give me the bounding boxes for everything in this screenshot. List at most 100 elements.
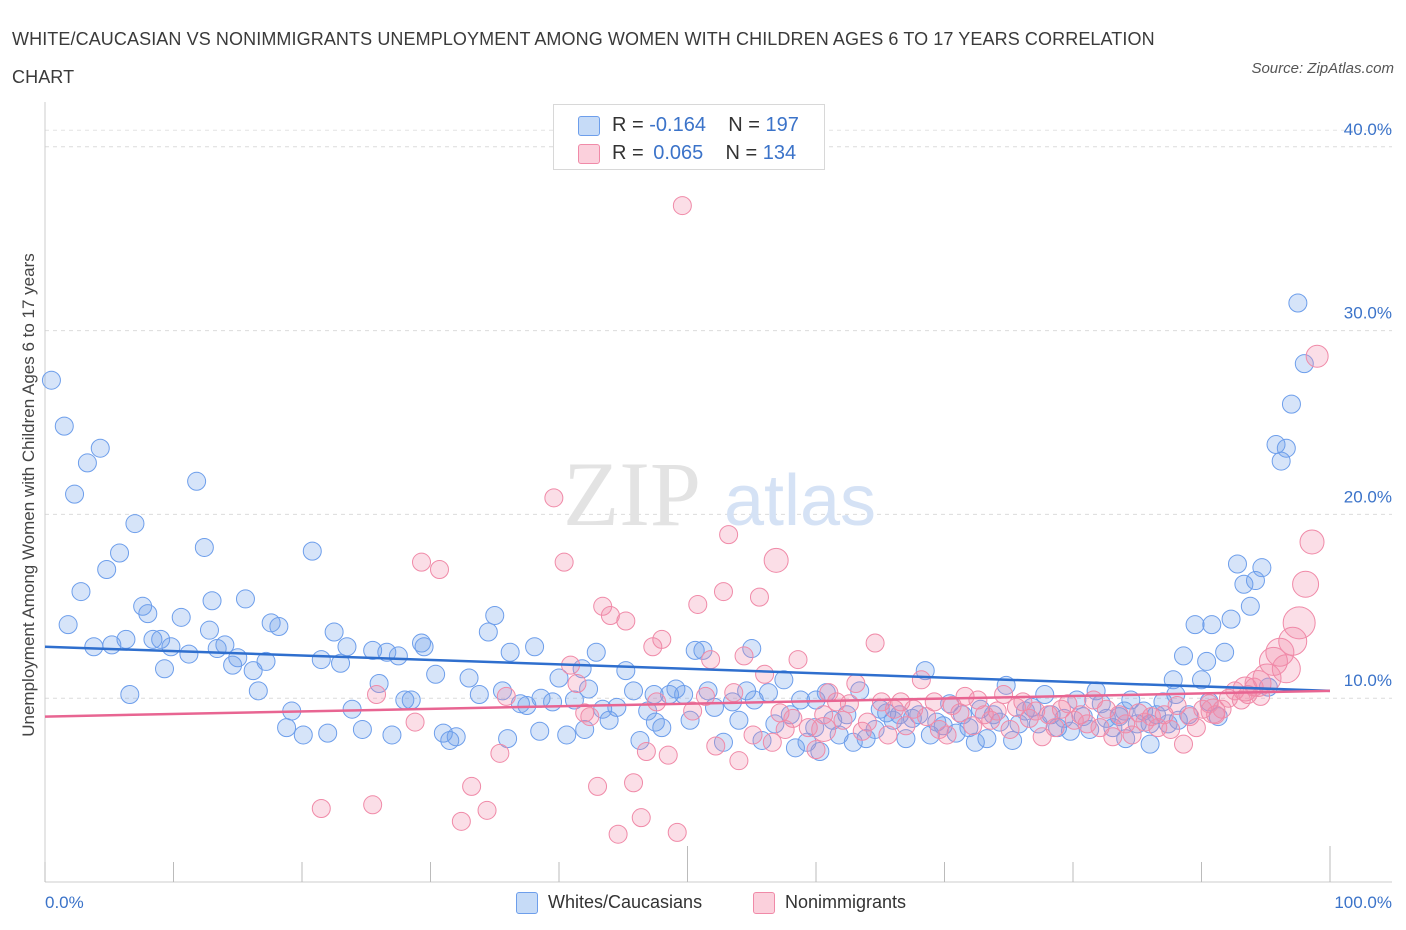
whites-point xyxy=(277,718,297,738)
nonimmigrants-point xyxy=(496,686,516,706)
nonimmigrants-point xyxy=(857,712,877,732)
nonimmigrants-point xyxy=(1064,710,1084,730)
whites-point xyxy=(564,690,584,710)
whites-point xyxy=(440,730,460,750)
bottom-legend-label-nonimmigrants: Nonimmigrants xyxy=(785,892,907,912)
legend-r-whites: -0.164 xyxy=(649,114,706,136)
whites-point xyxy=(120,685,140,705)
whites-point xyxy=(269,617,289,637)
nonimmigrants-point xyxy=(1122,725,1142,745)
nonimmigrants-point xyxy=(1244,669,1272,697)
whites-point xyxy=(1174,646,1194,666)
nonimmigrants-point xyxy=(1265,637,1295,667)
whites-point xyxy=(401,690,421,710)
nonimmigrants-point xyxy=(724,683,744,703)
whites-point xyxy=(530,721,550,741)
nonimmigrants-point xyxy=(814,705,834,725)
nonimmigrants-point xyxy=(1299,529,1325,555)
nonimmigrants-point xyxy=(955,686,975,706)
nonimmigrants-point xyxy=(1096,699,1116,719)
whites-point xyxy=(1271,451,1291,471)
nonimmigrants-point xyxy=(1006,697,1026,717)
nonimmigrants-point xyxy=(743,725,763,745)
whites-point xyxy=(77,453,97,473)
whites-point xyxy=(243,661,263,681)
legend-swatch-whites xyxy=(578,116,600,136)
whites-point xyxy=(1192,670,1211,690)
whites-point xyxy=(199,620,219,640)
whites-point xyxy=(426,664,446,684)
axes xyxy=(44,102,1392,883)
whites-point xyxy=(685,640,705,660)
nonimmigrants-point xyxy=(981,710,1001,730)
whites-point xyxy=(1197,651,1217,671)
whites-point xyxy=(414,637,434,657)
nonimmigrants-point xyxy=(1200,698,1226,724)
bottom-legend-whites: Whites/Caucasians xyxy=(516,888,736,916)
whites-point xyxy=(235,589,255,609)
nonimmigrants-trend-line xyxy=(44,689,1331,718)
y-tick-label: 40.0% xyxy=(1344,120,1392,139)
nonimmigrants-point xyxy=(775,719,795,739)
y-tick-label: 20.0% xyxy=(1344,487,1392,506)
whites-point xyxy=(459,668,479,688)
whites-point xyxy=(758,683,778,703)
nonimmigrants-point xyxy=(636,741,656,761)
nonimmigrants-point xyxy=(405,712,425,732)
nonimmigrants-point xyxy=(1212,699,1232,719)
legend-r-nonimmigrants: 0.065 xyxy=(653,142,704,164)
chart-title: WHITE/CAUCASIAN VS NONIMMIGRANTS UNEMPLO… xyxy=(12,29,1155,87)
whites-point xyxy=(1234,574,1254,594)
legend-n-label: N = xyxy=(725,142,758,164)
nonimmigrants-point xyxy=(667,822,687,842)
nonimmigrants-point xyxy=(729,751,749,771)
whites-point xyxy=(765,714,785,734)
whites-point xyxy=(202,591,222,611)
whites-point xyxy=(97,560,117,580)
nonimmigrants-point xyxy=(616,611,636,631)
whites-point xyxy=(155,659,175,679)
whites-point xyxy=(909,705,929,725)
nonimmigrants-point xyxy=(755,664,775,684)
whites-point xyxy=(324,622,344,642)
nonimmigrants-point xyxy=(631,808,651,828)
nonimmigrants-point xyxy=(942,696,962,716)
whites-point xyxy=(1227,554,1247,574)
whites-point xyxy=(579,679,599,699)
whites-point xyxy=(549,668,569,688)
nonimmigrants-point xyxy=(647,692,667,712)
whites-point xyxy=(412,633,432,653)
nonimmigrants-point xyxy=(1193,699,1213,719)
nonimmigrants-point xyxy=(1292,570,1320,598)
whites-point xyxy=(1252,558,1272,578)
nonimmigrants-point xyxy=(1161,719,1181,739)
nonimmigrants-point xyxy=(749,587,769,607)
whites-point xyxy=(161,637,181,657)
whites-point xyxy=(143,629,163,649)
nonimmigrants-point xyxy=(658,745,678,765)
whites-point xyxy=(1185,615,1205,635)
nonimmigrants-point xyxy=(1116,714,1136,734)
nonimmigrants-point xyxy=(688,594,708,614)
whites-point xyxy=(927,712,947,732)
whites-trend-line xyxy=(44,645,1331,693)
whites-point xyxy=(525,637,545,657)
nonimmigrants-point xyxy=(1032,727,1052,747)
whites-point xyxy=(90,438,110,458)
watermark: ZIP atlas xyxy=(563,443,876,545)
legend-n-label: N = xyxy=(728,114,760,136)
nonimmigrants-point xyxy=(575,703,595,723)
nonimmigrants-point xyxy=(987,701,1007,721)
whites-point xyxy=(498,729,518,749)
nonimmigrants-point xyxy=(1271,654,1301,684)
whites-point xyxy=(102,635,122,655)
whites-point xyxy=(1288,293,1308,313)
whites-point xyxy=(1240,596,1260,616)
whites-point xyxy=(785,738,805,758)
nonimmigrants-point xyxy=(974,705,994,725)
whites-point xyxy=(194,537,214,557)
whites-point xyxy=(729,710,749,730)
nonimmigrants-point xyxy=(683,701,703,721)
legend-n-nonimmigrants: 134 xyxy=(762,142,797,164)
